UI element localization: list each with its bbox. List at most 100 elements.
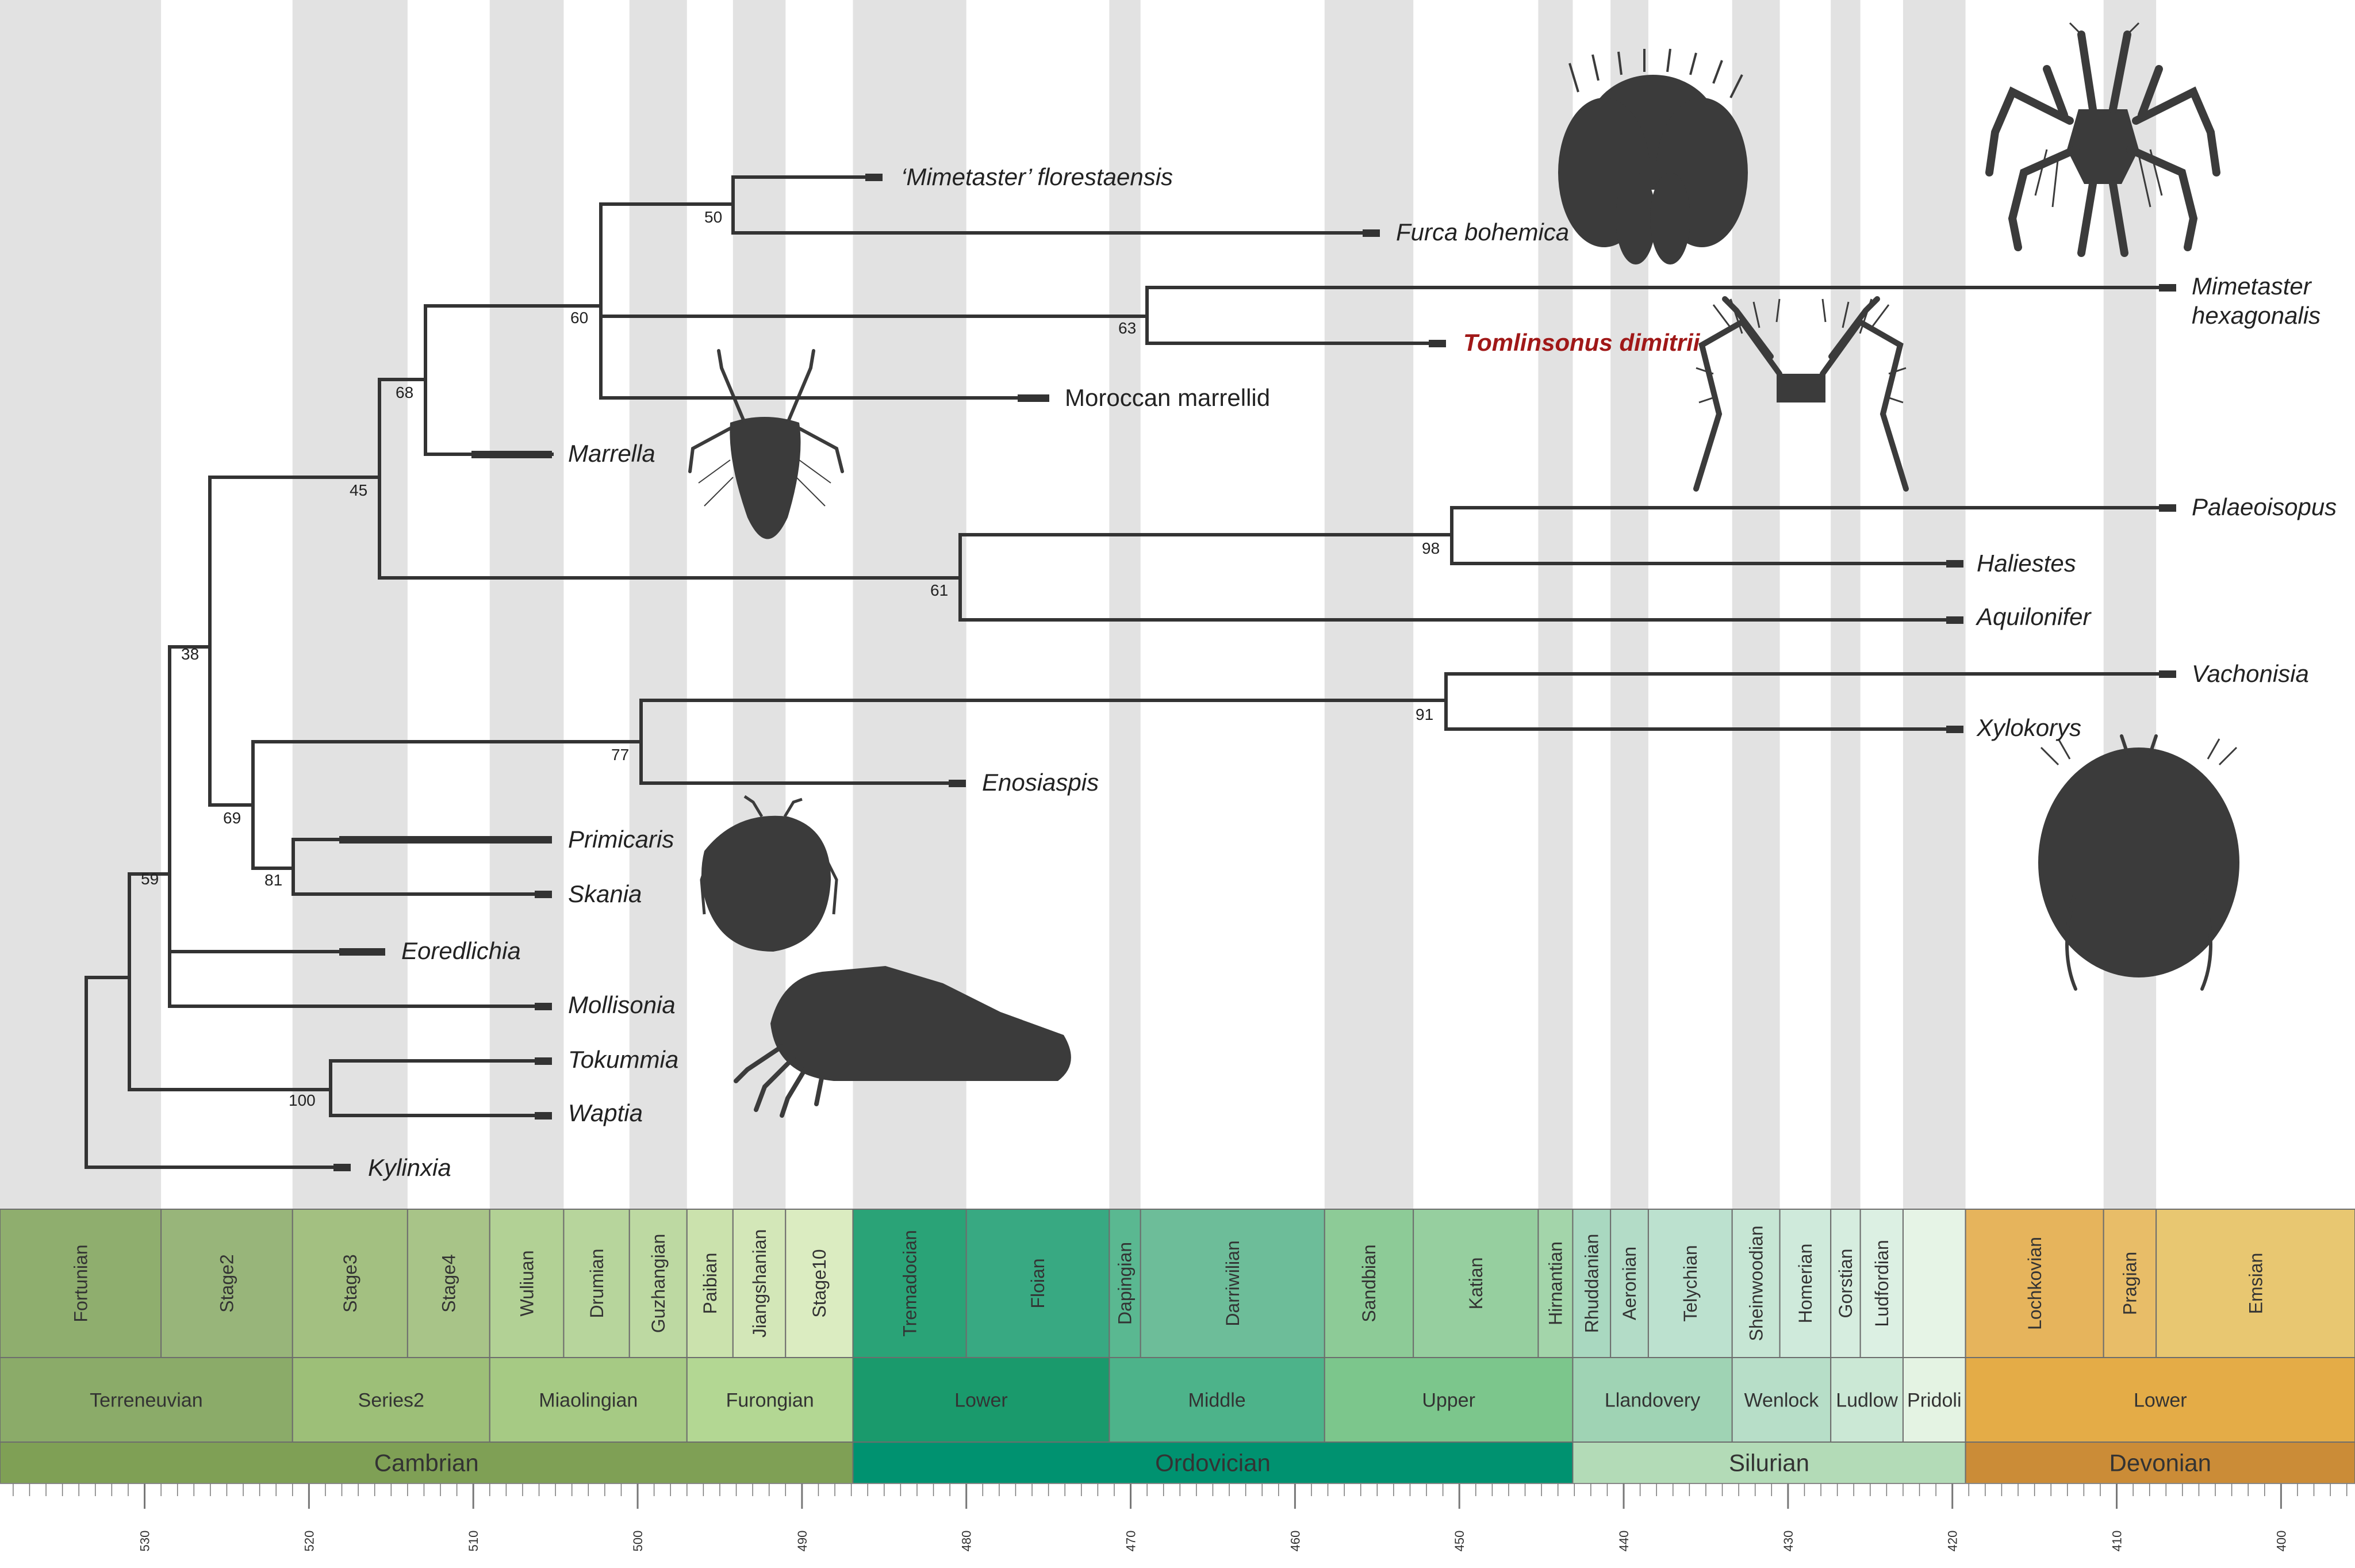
taxon-mimetaster-hexagonalis-line1: Mimetaster	[2192, 273, 2312, 300]
support-38: 38	[181, 645, 199, 663]
stage-label: Paibian	[700, 1253, 720, 1314]
stage-label: Lochkovian	[2024, 1237, 2045, 1330]
series-label: Lower	[954, 1389, 1008, 1411]
stage-stripes	[0, 0, 2157, 1209]
stage-label: Jiangshanian	[749, 1229, 770, 1338]
stage-cell	[686, 1209, 734, 1358]
support-81: 81	[264, 871, 282, 889]
stage-cell	[1647, 1209, 1733, 1358]
stage-cell	[406, 1209, 490, 1358]
series-cell	[292, 1357, 490, 1443]
series-cell	[1965, 1357, 2355, 1443]
stage-label: Aeronian	[1619, 1247, 1640, 1320]
stage-label: Floian	[1027, 1258, 1048, 1308]
series-label: Ludlow	[1836, 1389, 1898, 1411]
taxon-tokummia: Tokummia	[568, 1046, 678, 1073]
support-77: 77	[611, 746, 629, 764]
support-98: 98	[1422, 539, 1440, 557]
support-69: 69	[223, 809, 241, 827]
support-68: 68	[396, 384, 413, 401]
period-label: Cambrian	[374, 1450, 479, 1477]
series-label: Middle	[1188, 1389, 1246, 1411]
series-cell	[1731, 1357, 1832, 1443]
period-label: Silurian	[1729, 1450, 1809, 1477]
stage-label: Homerian	[1795, 1244, 1816, 1324]
stage-cell	[1140, 1209, 1325, 1358]
stage-label: Fortunian	[70, 1244, 91, 1322]
stage-label: Stage3	[340, 1254, 360, 1312]
series-label: Llandovery	[1605, 1389, 1700, 1411]
period-cell	[1965, 1442, 2355, 1484]
tick-label: 500	[631, 1531, 645, 1552]
stage-label: Hirnantian	[1545, 1241, 1566, 1325]
series-label: Wenlock	[1744, 1389, 1820, 1411]
taxon-tomlinsonus-dimitrii: Tomlinsonus dimitrii	[1463, 329, 1701, 356]
geologic-time-scale: Fortunian Stage2 Stage3 Stage4 Wuliuan Drumia…	[0, 1209, 2355, 1551]
taxon-skania: Skania	[568, 880, 642, 907]
taxon-palaeoisopus: Palaeoisopus	[2192, 493, 2337, 520]
series-label: Miaolingian	[539, 1389, 638, 1411]
marrella-silhouette	[688, 349, 844, 539]
tick-label: 440	[1617, 1531, 1631, 1552]
series-cell	[1324, 1357, 1574, 1443]
stage-cell	[1610, 1209, 1649, 1358]
tick-label: 490	[795, 1531, 810, 1552]
series-label: Series2	[358, 1389, 424, 1411]
stage-cell	[292, 1209, 408, 1358]
tick-label: 470	[1124, 1531, 1138, 1552]
series-cell	[1830, 1357, 1904, 1443]
tick-label: 530	[138, 1531, 152, 1552]
period-label: Ordovician	[1155, 1450, 1271, 1477]
stage-label: Tremadocian	[899, 1230, 920, 1337]
tick-label: 450	[1452, 1531, 1467, 1552]
stage-stripe	[0, 0, 162, 1209]
range-bars	[333, 174, 2176, 1171]
stage-label: Dapingian	[1115, 1242, 1136, 1325]
taxon-enosiaspis: Enosiaspis	[982, 769, 1099, 796]
taxon-mollisonia: Mollisonia	[568, 991, 676, 1018]
support-61: 61	[930, 581, 948, 599]
taxon-moroccan-marrellid: Moroccan marrellid	[1065, 384, 1270, 411]
stage-label: Telychian	[1680, 1245, 1701, 1321]
stage-label: Sheinwoodian	[1746, 1225, 1766, 1341]
stage-stripe	[1831, 0, 1861, 1209]
taxon-kylinxia: Kylinxia	[368, 1154, 451, 1181]
series-label: Terreneuvian	[90, 1389, 203, 1411]
tokummia-silhouette	[734, 966, 1071, 1118]
series-label: Lower	[2134, 1389, 2187, 1411]
tick-label: 420	[1946, 1531, 1960, 1552]
taxon-aquilonifer: Aquilonifer	[1975, 603, 2092, 630]
support-100: 100	[289, 1091, 316, 1109]
stage-cell	[1731, 1209, 1781, 1358]
stage-cell	[563, 1209, 630, 1358]
period-label: Devonian	[2109, 1450, 2211, 1477]
mimetaster-silhouette	[1985, 22, 2220, 257]
series-cell	[0, 1357, 293, 1443]
stage-cell	[1324, 1209, 1414, 1358]
support-60: 60	[570, 309, 588, 327]
stage-cell	[732, 1209, 787, 1358]
stage-cell	[489, 1209, 565, 1358]
tick-label: 460	[1288, 1531, 1302, 1552]
series-label: Furongian	[726, 1389, 814, 1411]
silhouettes	[688, 22, 2239, 1118]
stage-cell	[1830, 1209, 1861, 1358]
stage-cell	[1572, 1209, 1612, 1358]
stage-label: Stage2	[217, 1254, 237, 1312]
tick-label: 430	[1781, 1531, 1796, 1552]
taxon-vachonisia: Vachonisia	[2192, 660, 2309, 687]
tick-label: 510	[466, 1531, 481, 1552]
stage-label: Wuliuan	[516, 1250, 537, 1316]
primicaris-silhouette	[700, 795, 838, 952]
period-cell	[852, 1442, 1574, 1484]
support-45: 45	[350, 481, 367, 499]
series-cell	[1109, 1357, 1325, 1443]
stage-label: Drumian	[586, 1249, 607, 1318]
stage-stripe	[1109, 0, 1141, 1209]
series-label: Pridoli	[1907, 1389, 1961, 1411]
taxon-mimetaster-florestaensis: ‘Mimetaster’ florestaensis	[901, 163, 1173, 190]
stage-cell	[1902, 1209, 1966, 1358]
series-cell	[1902, 1357, 1966, 1443]
